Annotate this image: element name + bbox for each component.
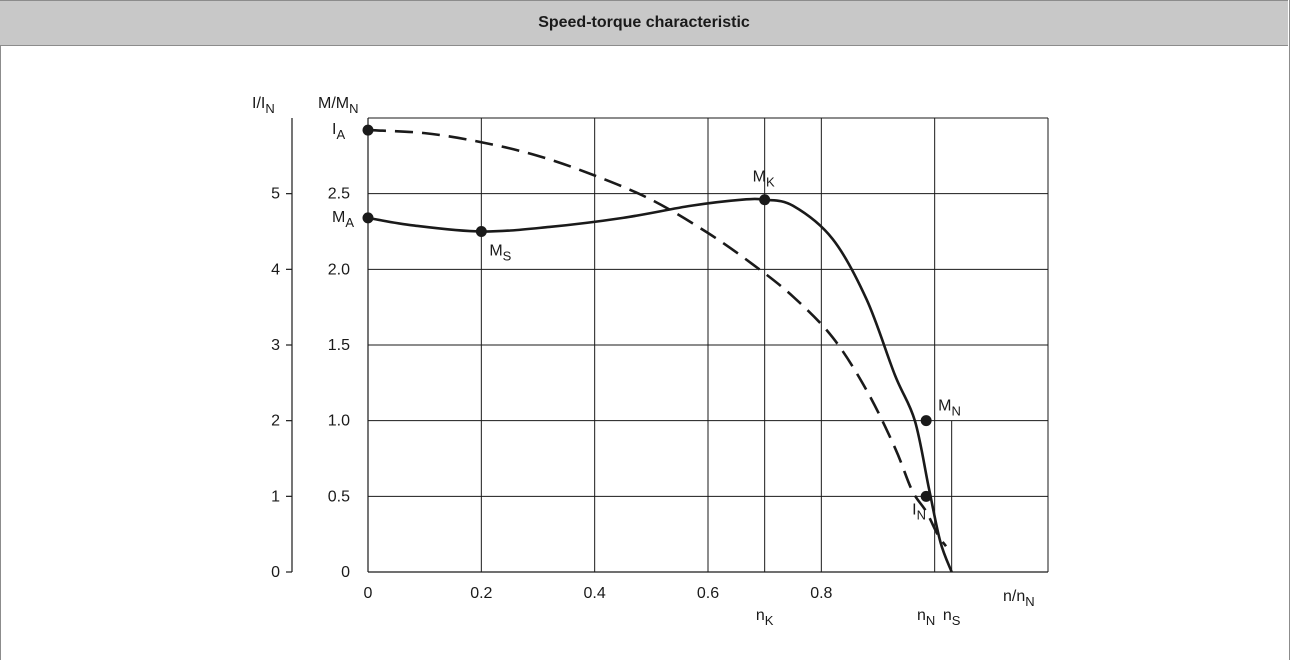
current-axis-label: I/IN — [252, 95, 275, 116]
point-mk — [759, 194, 771, 206]
current-tick-label: 2 — [271, 413, 280, 430]
x-tick-label: 0.6 — [697, 585, 719, 602]
x-marker-nk: nK — [756, 607, 774, 628]
x-tick-label: 0.8 — [810, 585, 832, 602]
chart-title: Speed-torque characteristic — [538, 14, 750, 31]
torque-tick-label: 2.5 — [328, 186, 350, 203]
current-curve — [367, 128, 948, 548]
point-label-mk: MK — [753, 169, 775, 190]
point-label-mn: MN — [938, 398, 961, 419]
torque-curve — [367, 197, 953, 573]
current-tick-label: 3 — [271, 337, 280, 354]
x-marker-ns: nS — [943, 607, 961, 628]
current-tick-label: 4 — [271, 261, 280, 278]
chart-header: Speed-torque characteristic — [0, 0, 1288, 46]
current-tick-label: 5 — [271, 186, 280, 203]
torque-axis-label: M/MN — [318, 95, 359, 116]
point-label-in: IN — [912, 501, 926, 522]
point-ia — [362, 124, 374, 136]
point-label-ms: MS — [489, 243, 511, 264]
torque-tick-label: 0.5 — [328, 488, 350, 505]
point-ma — [362, 212, 374, 224]
point-mn — [920, 415, 932, 427]
torque-tick-label: 1.0 — [328, 413, 350, 430]
x-axis-label: n/nN — [1003, 588, 1035, 609]
point-label-ia: IA — [332, 121, 345, 142]
point-label-ma: MA — [332, 209, 354, 230]
x-tick-label: 0.4 — [584, 585, 606, 602]
torque-tick-label: 2.0 — [328, 261, 350, 278]
point-ms — [475, 226, 487, 237]
current-tick-label: 1 — [271, 488, 280, 505]
x-tick-label: 0.2 — [470, 585, 492, 602]
x-marker-nn: nN — [917, 607, 935, 628]
x-tick-label: 0 — [364, 585, 373, 602]
torque-tick-label: 0 — [341, 564, 350, 581]
torque-tick-label: 1.5 — [328, 337, 350, 354]
current-tick-label: 0 — [271, 564, 280, 581]
point-in — [920, 490, 932, 502]
